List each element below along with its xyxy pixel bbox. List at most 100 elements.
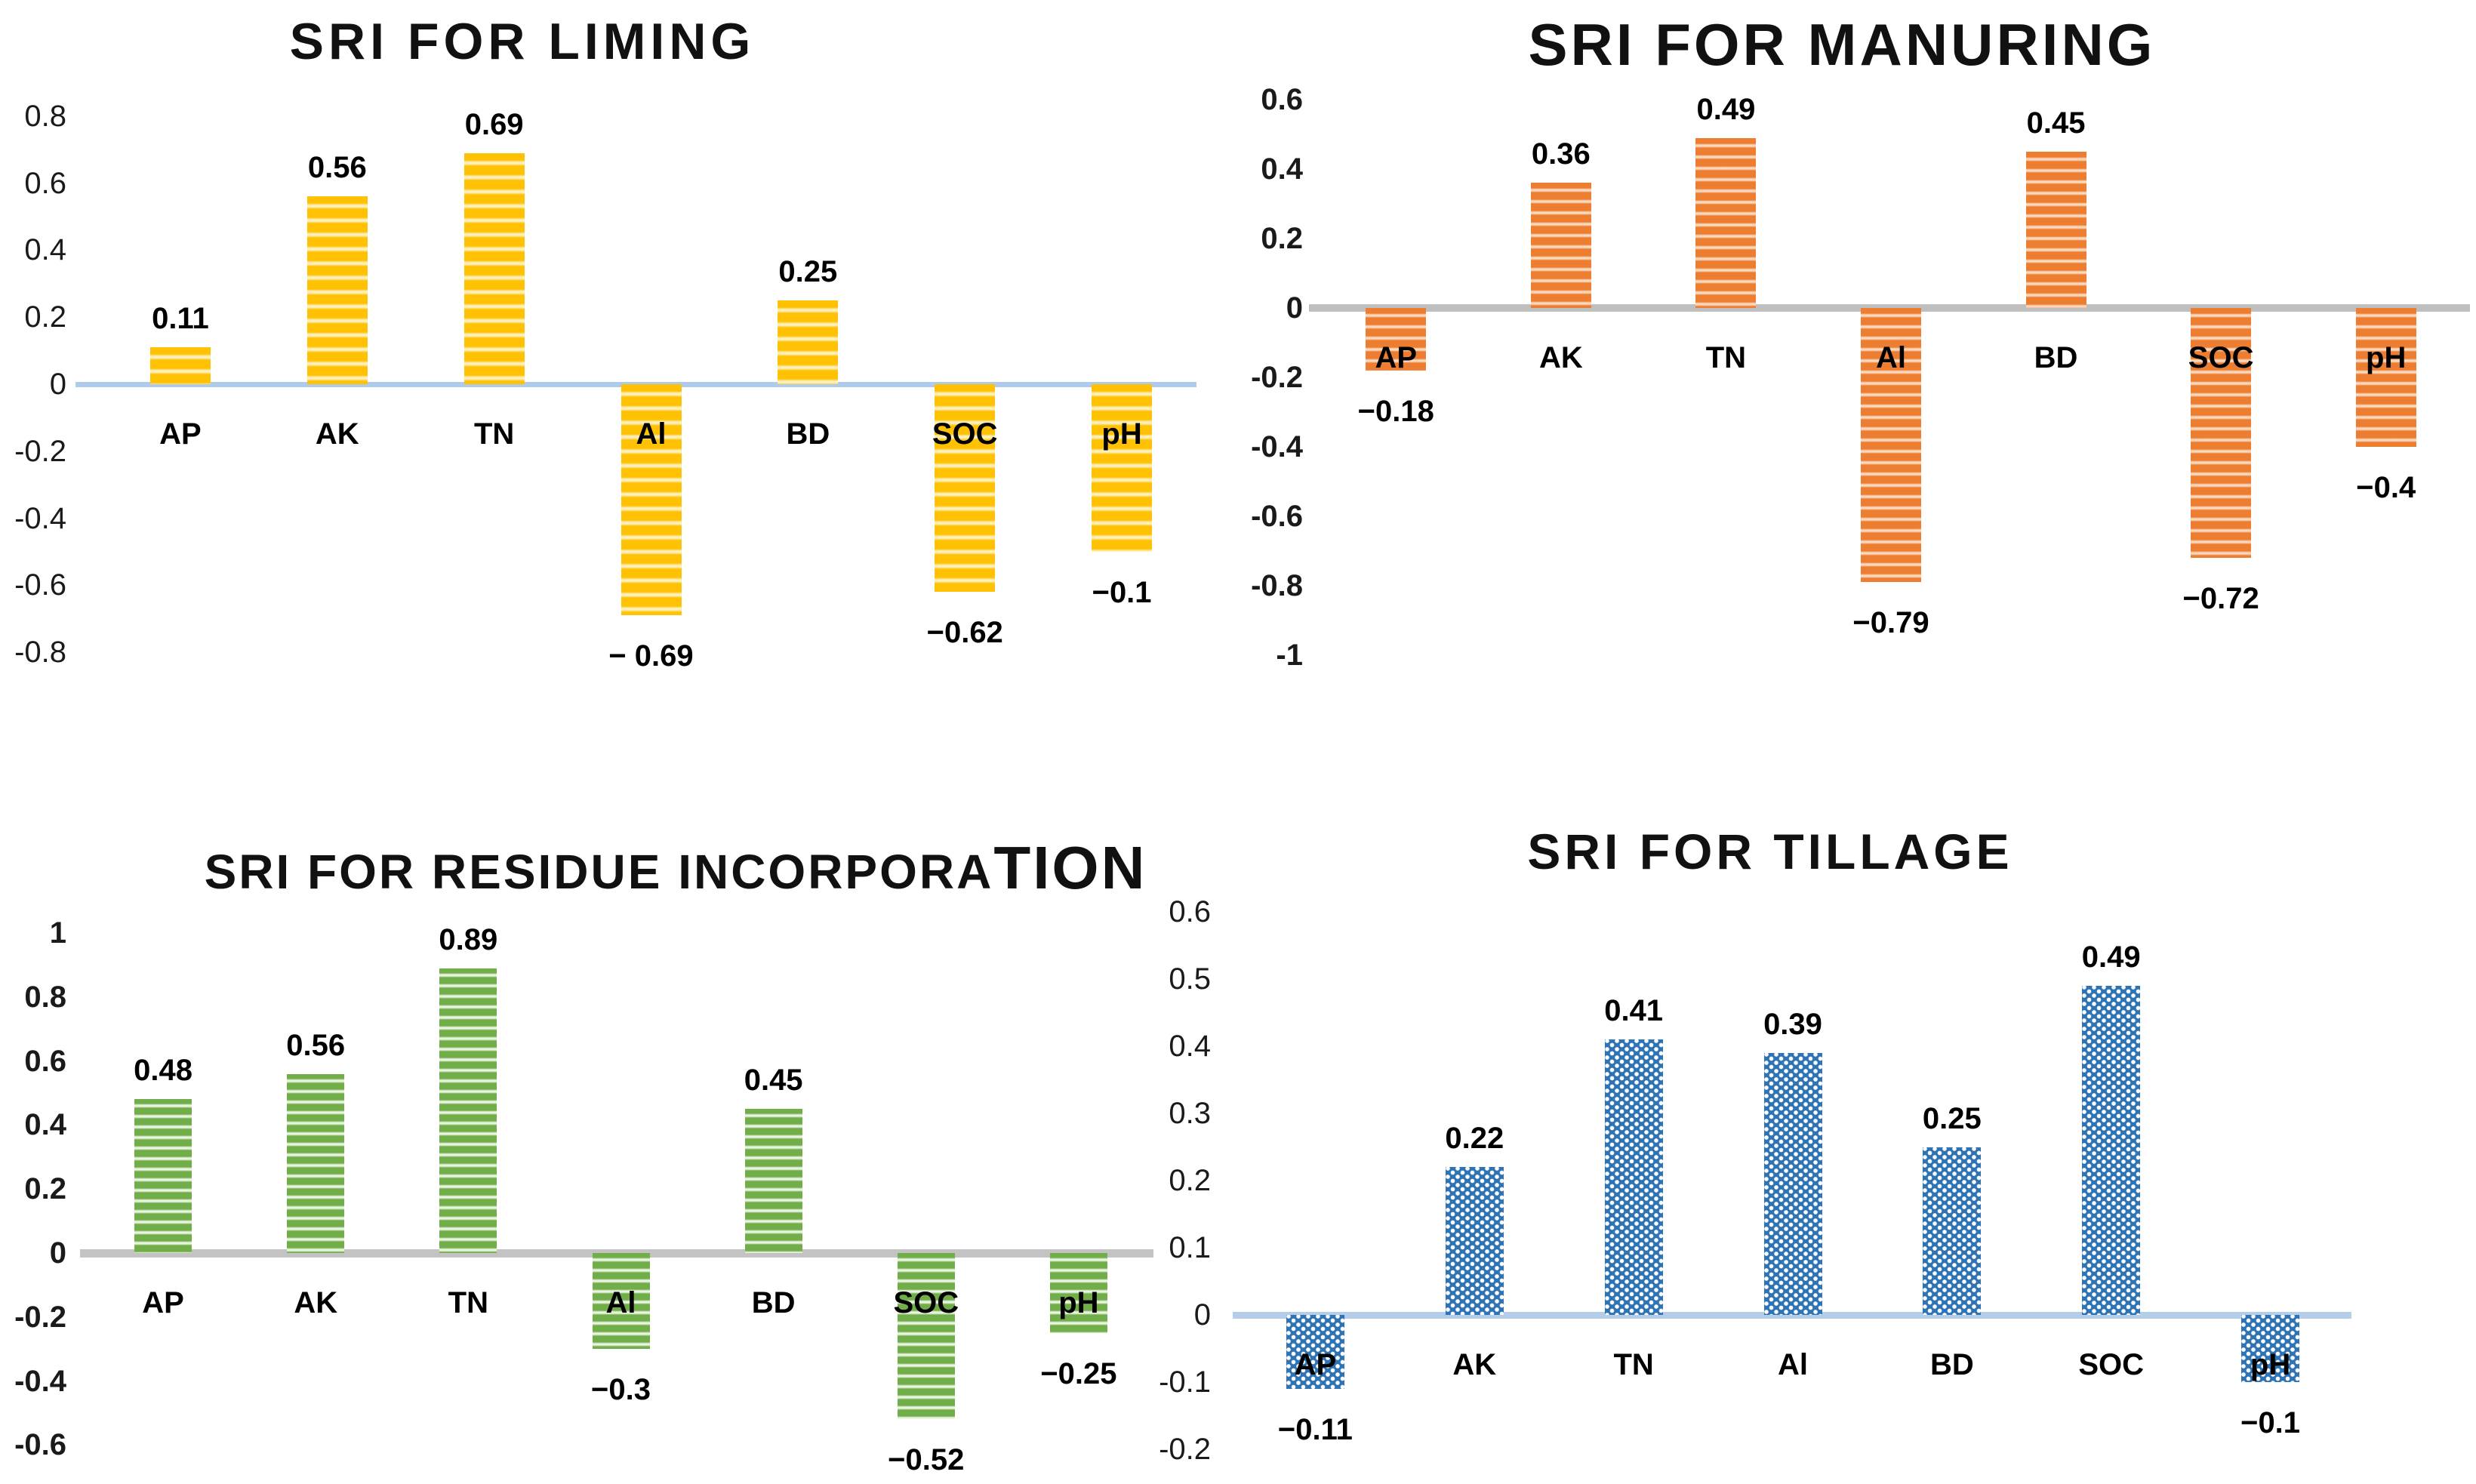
category-label-tillage-AP: AP	[1294, 1348, 1337, 1381]
y-tick-tillage-0: 0	[1193, 1298, 1211, 1332]
value-label-tillage-pH: −0.1	[2240, 1406, 2301, 1439]
y-tick-manuring-0.4: 0.4	[1261, 152, 1303, 186]
category-label-manuring-Al: Al	[1876, 341, 1906, 374]
value-label-manuring-AK: 0.36	[1531, 137, 1591, 171]
bar-residue-BD	[744, 1109, 802, 1253]
y-tick-liming-0.6: 0.6	[24, 166, 66, 200]
y-tick-tillage--0.2: -0.2	[1159, 1433, 1211, 1466]
value-label-residue-AK: 0.56	[286, 1028, 346, 1062]
value-label-liming-AP: 0.11	[152, 302, 209, 336]
category-label-liming-pH: pH	[1101, 417, 1142, 451]
bar-residue-TN	[439, 968, 497, 1253]
value-label-residue-Al: −0.3	[591, 1373, 651, 1407]
y-tick-manuring--0.6: -0.6	[1251, 500, 1303, 533]
y-tick-tillage-0.5: 0.5	[1169, 962, 1211, 996]
category-label-tillage-pH: pH	[2250, 1348, 2291, 1381]
bar-liming-SOC	[935, 384, 996, 593]
category-label-residue-AK: AK	[294, 1286, 338, 1319]
value-label-residue-AP: 0.48	[134, 1054, 192, 1088]
category-label-manuring-SOC: SOC	[2188, 341, 2254, 374]
y-tick-tillage-0.6: 0.6	[1169, 895, 1211, 928]
bar-manuring-pH	[2355, 308, 2416, 447]
category-label-liming-BD: BD	[786, 417, 830, 451]
y-tick-residue-0.6: 0.6	[24, 1044, 66, 1078]
value-label-manuring-pH: −0.4	[2356, 471, 2416, 504]
y-tick-tillage-0.4: 0.4	[1169, 1030, 1211, 1063]
category-label-residue-BD: BD	[751, 1286, 796, 1319]
value-label-liming-pH: −0.1	[1092, 576, 1152, 609]
value-label-residue-TN: 0.89	[439, 922, 498, 956]
y-tick-residue-0.4: 0.4	[24, 1108, 66, 1142]
value-label-liming-SOC: −0.62	[926, 616, 1003, 650]
category-label-tillage-Al: Al	[1778, 1348, 1808, 1381]
category-label-residue-SOC: SOC	[893, 1286, 959, 1319]
category-label-tillage-BD: BD	[1929, 1348, 1974, 1381]
category-label-tillage-AK: AK	[1452, 1348, 1497, 1381]
category-label-manuring-AK: AK	[1538, 341, 1583, 374]
value-label-tillage-SOC: 0.49	[2081, 940, 2141, 974]
bar-liming-AK	[306, 196, 368, 384]
bar-tillage-pH	[2241, 1315, 2300, 1382]
bar-liming-TN	[463, 152, 525, 384]
category-label-tillage-SOC: SOC	[2078, 1348, 2145, 1381]
y-tick-liming-0: 0	[49, 368, 66, 401]
bar-manuring-BD	[2025, 152, 2086, 308]
chart-title-tillage: SRI FOR TILLAGE	[1527, 824, 2013, 879]
y-tick-manuring--0.4: -0.4	[1251, 430, 1303, 463]
category-label-liming-Al: Al	[636, 417, 667, 451]
y-tick-liming--0.6: -0.6	[14, 568, 66, 602]
bar-tillage-AK	[1445, 1167, 1504, 1315]
category-label-liming-SOC: SOC	[932, 417, 998, 451]
y-tick-residue-0.8: 0.8	[24, 980, 66, 1014]
value-label-manuring-SOC: −0.72	[2182, 582, 2259, 616]
bar-tillage-SOC	[2082, 985, 2141, 1315]
category-label-residue-Al: Al	[605, 1286, 636, 1319]
bar-residue-AK	[287, 1073, 345, 1253]
y-tick-liming--0.2: -0.2	[14, 434, 66, 468]
y-tick-manuring--1: -1	[1276, 639, 1303, 672]
value-label-manuring-BD: 0.45	[2026, 106, 2086, 140]
y-tick-tillage-0.3: 0.3	[1169, 1097, 1211, 1130]
chart-title-main: SRI FOR RESIDUE INCORPORA	[204, 845, 994, 899]
category-label-liming-AP: AP	[159, 417, 202, 451]
value-label-manuring-TN: 0.49	[1696, 92, 1756, 126]
y-tick-tillage--0.1: -0.1	[1159, 1365, 1211, 1399]
value-label-tillage-Al: 0.39	[1763, 1007, 1822, 1041]
value-label-tillage-AP: −0.11	[1277, 1412, 1353, 1446]
y-tick-manuring-0.2: 0.2	[1261, 222, 1303, 255]
value-label-residue-pH: −0.25	[1040, 1357, 1117, 1390]
chart-title-liming: SRI FOR LIMING	[289, 13, 756, 70]
category-label-residue-TN: TN	[448, 1286, 488, 1319]
value-label-liming-BD: 0.25	[778, 255, 838, 288]
value-label-tillage-BD: 0.25	[1922, 1101, 1982, 1135]
chart-title-residue: SRI FOR RESIDUE INCORPORATION	[205, 833, 1147, 903]
category-label-manuring-TN: TN	[1705, 341, 1747, 374]
bar-tillage-Al	[1763, 1052, 1822, 1315]
y-tick-residue-1: 1	[49, 916, 66, 950]
y-tick-manuring--0.8: -0.8	[1251, 569, 1303, 602]
value-label-manuring-Al: −0.79	[1852, 606, 1929, 640]
category-label-liming-TN: TN	[473, 417, 515, 451]
category-label-manuring-pH: pH	[2366, 341, 2407, 374]
y-tick-tillage-0.2: 0.2	[1169, 1164, 1211, 1197]
chart-title-tail: TION	[993, 834, 1147, 901]
bar-liming-pH	[1092, 384, 1153, 552]
y-tick-liming-0.4: 0.4	[24, 233, 66, 267]
bar-manuring-TN	[1695, 137, 1757, 308]
y-tick-liming--0.8: -0.8	[14, 636, 66, 670]
chart-title-manuring: SRI FOR MANURING	[1528, 11, 2156, 78]
y-tick-manuring--0.2: -0.2	[1251, 361, 1303, 394]
y-tick-residue-0: 0	[49, 1236, 66, 1270]
bar-liming-AP	[149, 347, 211, 384]
y-tick-tillage-0.1: 0.1	[1169, 1231, 1211, 1264]
bar-manuring-AP	[1366, 308, 1427, 371]
bar-manuring-SOC	[2191, 308, 2252, 559]
bar-tillage-AP	[1286, 1315, 1344, 1389]
value-label-tillage-AK: 0.22	[1445, 1122, 1504, 1156]
value-label-tillage-TN: 0.41	[1604, 994, 1664, 1028]
category-label-residue-AP: AP	[142, 1286, 184, 1319]
value-label-residue-SOC: −0.52	[888, 1443, 965, 1477]
value-label-residue-BD: 0.45	[744, 1064, 803, 1098]
bar-manuring-AK	[1530, 183, 1591, 308]
